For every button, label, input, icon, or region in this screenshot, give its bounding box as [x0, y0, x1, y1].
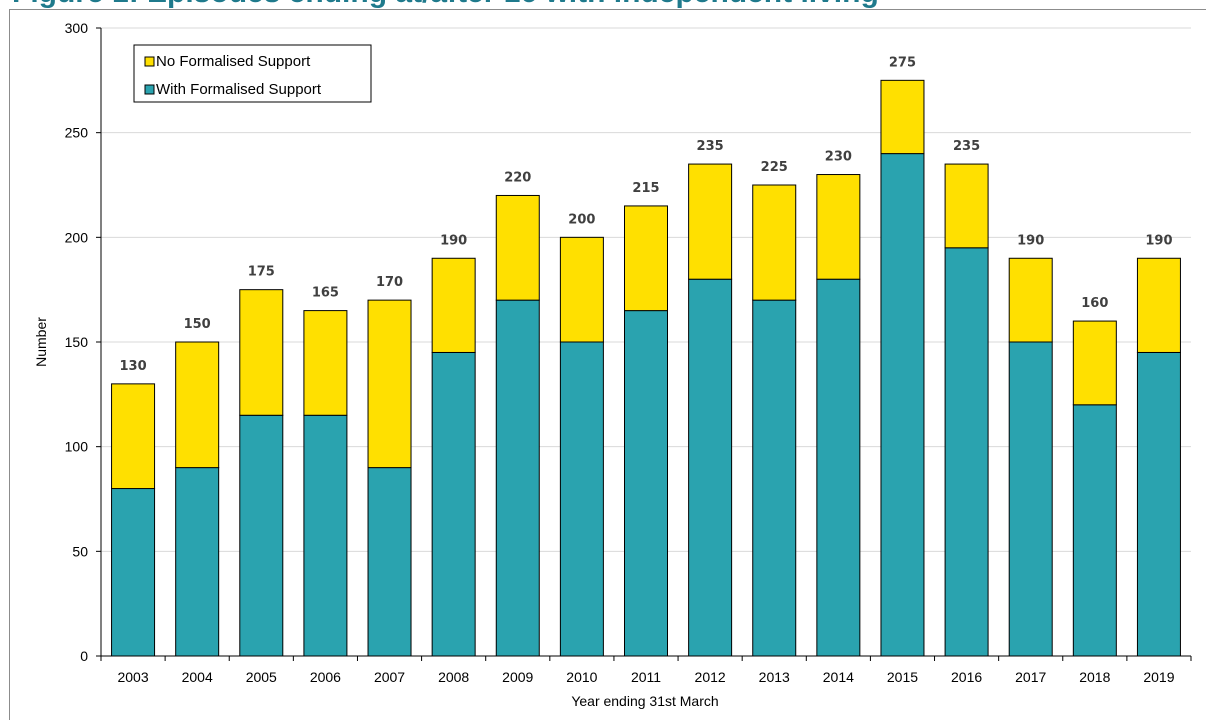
- bar-no-support-2008: [431, 257, 476, 353]
- legend-label-no-support: No Formalised Support: [156, 53, 311, 70]
- data-label-2005: 175: [248, 265, 275, 280]
- data-label-2009: 220: [504, 170, 531, 185]
- bar-with-support-2013: [752, 299, 797, 657]
- data-label-2004: 150: [184, 317, 211, 332]
- bar-no-support-2010: [559, 236, 604, 343]
- data-label-2014: 230: [825, 150, 852, 165]
- data-label-2010: 200: [568, 212, 595, 227]
- y-tick-label-300: 300: [65, 20, 89, 36]
- y-tick-label-250: 250: [65, 125, 89, 141]
- x-tick-label-2009: 2009: [502, 669, 533, 685]
- x-tick-label-2017: 2017: [1015, 669, 1046, 685]
- legend-swatch-with-support: [144, 84, 155, 95]
- x-tick-label-2004: 2004: [182, 669, 213, 685]
- bar-with-support-2005: [239, 414, 284, 657]
- bar-no-support-2013: [752, 184, 797, 301]
- legend-box: [133, 44, 372, 103]
- bar-with-support-2018: [1072, 404, 1117, 657]
- bar-with-support-2019: [1136, 351, 1181, 657]
- x-axis-label: Year ending 31st March: [571, 693, 718, 709]
- bar-with-support-2014: [816, 278, 861, 657]
- y-tick-label-100: 100: [65, 439, 89, 455]
- x-tick-label-2019: 2019: [1143, 669, 1174, 685]
- tick-labels: 0 50 100 150 200 250 300 2003 2004 2005 2006 2007 20…: [65, 20, 1175, 685]
- bar-with-support-2011: [624, 310, 668, 657]
- bar-no-support-2011: [624, 205, 668, 312]
- data-label-2017: 190: [1017, 233, 1044, 248]
- x-tick-label-2007: 2007: [374, 669, 405, 685]
- bar-no-support-2009: [495, 194, 540, 301]
- data-label-2012: 235: [697, 139, 724, 154]
- chart-title: Figure 1: Episodes ending at/after 16 wi…: [12, 0, 879, 9]
- y-axis-label: Number: [33, 317, 49, 367]
- x-tick-label-2003: 2003: [117, 669, 148, 685]
- x-tick-label-2005: 2005: [246, 669, 277, 685]
- x-tick-label-2014: 2014: [823, 669, 854, 685]
- bar-no-support-2016: [944, 163, 989, 249]
- bar-with-support-2004: [175, 467, 220, 657]
- bar-with-support-2015: [880, 153, 925, 657]
- data-label-2007: 170: [376, 275, 403, 290]
- y-tick-label-50: 50: [72, 543, 88, 559]
- bar-no-support-2006: [303, 310, 348, 416]
- bar-with-support-2003: [111, 488, 156, 657]
- x-tick-label-2013: 2013: [759, 669, 790, 685]
- bar-no-support-2015: [880, 79, 925, 155]
- data-label-2006: 165: [312, 286, 339, 301]
- x-tick-label-2008: 2008: [438, 669, 469, 685]
- bar-with-support-2009: [495, 299, 540, 657]
- bar-no-support-2003: [111, 383, 156, 490]
- x-tick-label-2016: 2016: [951, 669, 982, 685]
- data-label-2018: 160: [1081, 296, 1108, 311]
- legend-label-with-support: With Formalised Support: [156, 81, 322, 98]
- x-tick-label-2015: 2015: [887, 669, 918, 685]
- bar-no-support-2019: [1136, 257, 1181, 353]
- chart-title-strip: Figure 1: Episodes ending at/after 16 wi…: [0, 0, 1206, 9]
- x-tick-label-2012: 2012: [695, 669, 726, 685]
- bar-with-support-2017: [1008, 341, 1053, 657]
- data-label-2016: 235: [953, 139, 980, 154]
- bar-no-support-2007: [367, 299, 412, 469]
- data-labels: 130 150 175 165 170 190 220 200 215 235 225 230 275 2…: [119, 55, 1172, 374]
- y-tick-label-200: 200: [65, 229, 89, 245]
- bar-no-support-2014: [816, 174, 861, 280]
- bar-with-support-2016: [944, 247, 989, 657]
- data-label-2008: 190: [440, 233, 467, 248]
- x-tick-label-2006: 2006: [310, 669, 341, 685]
- data-label-2013: 225: [761, 160, 788, 175]
- x-tick-label-2010: 2010: [566, 669, 597, 685]
- bar-no-support-2005: [239, 289, 284, 416]
- legend: No Formalised Support With Formalised Su…: [133, 44, 372, 103]
- data-label-2015: 275: [889, 55, 916, 70]
- bar-no-support-2012: [688, 163, 733, 280]
- legend-swatch-no-support: [144, 56, 155, 67]
- bar-no-support-2017: [1008, 257, 1053, 343]
- y-tick-label-150: 150: [65, 334, 89, 350]
- data-label-2003: 130: [119, 359, 146, 374]
- bar-no-support-2004: [175, 341, 220, 469]
- bar-with-support-2012: [688, 278, 733, 657]
- bar-no-support-2018: [1072, 320, 1117, 406]
- data-label-2011: 215: [632, 181, 659, 196]
- bar-with-support-2008: [431, 351, 476, 657]
- bar-with-support-2007: [367, 467, 412, 657]
- bars: [111, 79, 1181, 657]
- x-tick-label-2011: 2011: [631, 669, 661, 685]
- bar-with-support-2010: [559, 341, 604, 657]
- x-tick-label-2018: 2018: [1079, 669, 1110, 685]
- bar-with-support-2006: [303, 414, 348, 657]
- y-tick-label-0: 0: [80, 648, 88, 664]
- data-label-2019: 190: [1145, 233, 1172, 248]
